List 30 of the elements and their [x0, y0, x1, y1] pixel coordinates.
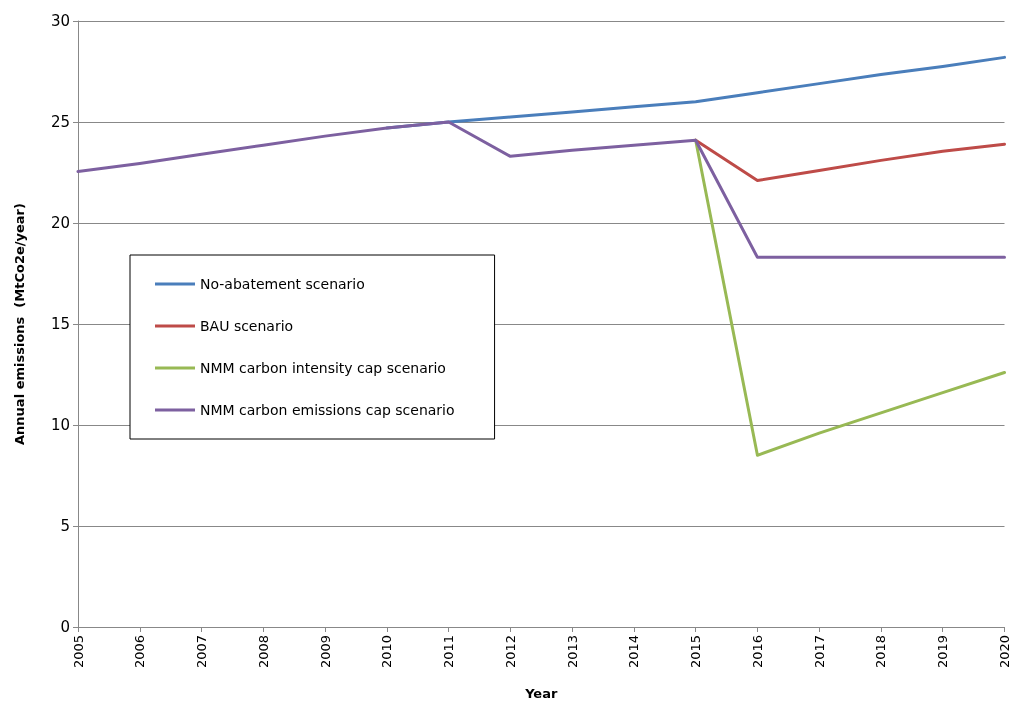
x-tick-label: 2016	[749, 635, 765, 669]
y-tick-label: 10	[50, 416, 70, 434]
x-tick-label: 2019	[935, 635, 951, 669]
y-tick-label: 25	[50, 113, 70, 131]
legend-label: NMM carbon intensity cap scenario	[200, 360, 446, 376]
line-series	[76, 120, 1006, 259]
x-tick-label: 2015	[688, 635, 704, 669]
x-tick-label: 2006	[132, 635, 148, 669]
x-tick-label: 2012	[502, 635, 518, 669]
y-tick-label: 5	[60, 517, 70, 535]
x-tick-label: 2017	[811, 635, 827, 669]
y-tick-label: 20	[50, 214, 70, 232]
y-axis-title: Annual emissions (MtCo2e/year)	[12, 203, 27, 445]
x-tick-label: 2013	[564, 635, 580, 669]
legend-label: No-abatement scenario	[200, 276, 365, 292]
x-tick-label: 2014	[626, 635, 642, 669]
x-tick-label: 2005	[70, 635, 86, 669]
legend-label: BAU scenario	[200, 318, 294, 334]
x-tick-label: 2008	[255, 635, 271, 669]
x-tick-label: 2020	[997, 635, 1011, 669]
legend-label: NMM carbon emissions cap scenario	[200, 402, 455, 418]
x-tick-label: 2007	[194, 635, 210, 669]
x-tick-label: 2018	[873, 635, 889, 669]
x-tick-label: 2011	[441, 635, 457, 669]
x-tick-label: 2010	[379, 635, 395, 669]
y-tick-label: 30	[50, 12, 70, 30]
y-tick-label: 0	[60, 618, 70, 636]
x-axis-title: Year	[524, 686, 558, 701]
y-tick-label: 15	[50, 315, 70, 333]
x-tick-label: 2009	[317, 635, 333, 669]
